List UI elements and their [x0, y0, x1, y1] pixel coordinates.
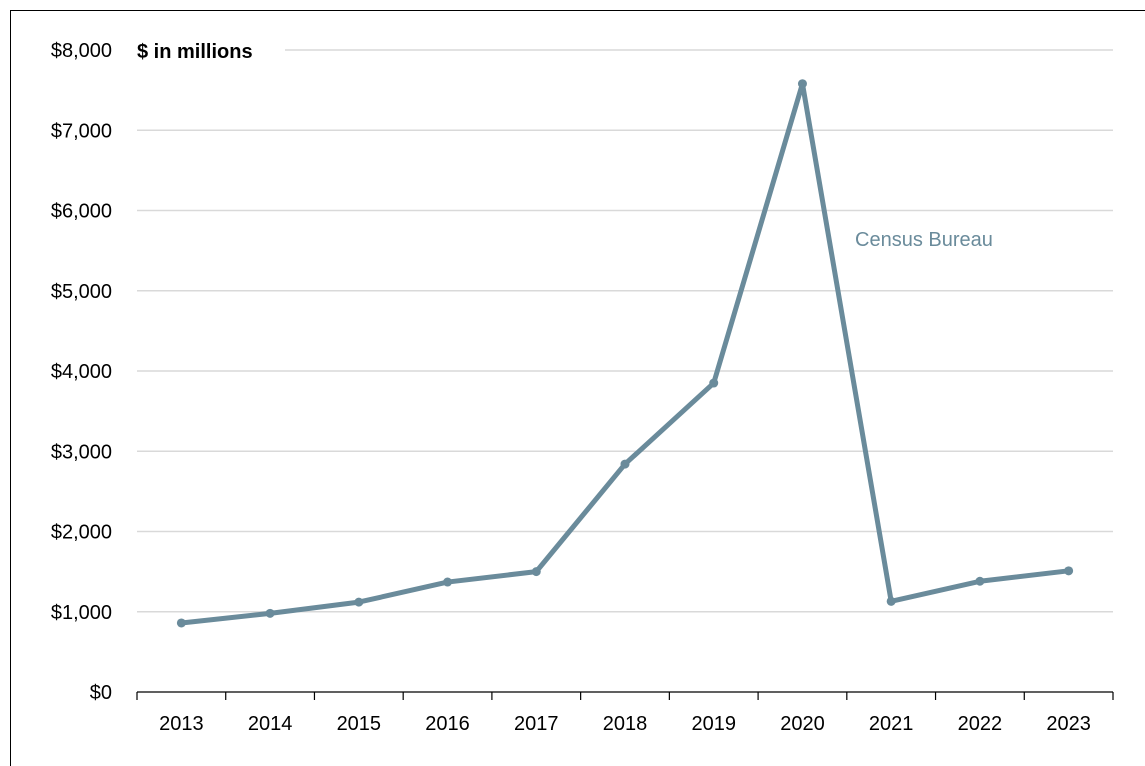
data-point — [443, 577, 453, 587]
unit-label: $ in millions — [137, 41, 253, 63]
y-tick-label: $1,000 — [51, 602, 112, 624]
series-line — [178, 81, 1072, 626]
data-point — [531, 567, 541, 577]
x-tick-label: 2023 — [1046, 713, 1091, 735]
y-tick-label: $7,000 — [51, 120, 112, 142]
y-tick-label: $6,000 — [51, 201, 112, 223]
x-tick-label: 2014 — [248, 713, 293, 735]
data-point — [354, 597, 364, 607]
gridlines — [137, 49, 1113, 613]
x-tick-label: 2022 — [958, 713, 1003, 735]
y-axis-labels: $0 $1,000 $2,000 $3,000 $4,000 $5,000 $6,000 $7… — [51, 40, 112, 704]
data-point — [886, 596, 896, 606]
data-point — [265, 608, 275, 618]
y-tick-label: $4,000 — [51, 361, 112, 383]
x-tick-label: 2020 — [780, 713, 825, 735]
x-tick-label: 2013 — [159, 713, 204, 735]
x-tick-label: 2015 — [337, 713, 382, 735]
y-tick-label: $3,000 — [51, 441, 112, 463]
x-tick-label: 2017 — [514, 713, 559, 735]
data-point — [1064, 566, 1074, 576]
data-point — [620, 459, 630, 469]
data-point — [709, 378, 719, 388]
chart-frame — [10, 10, 1145, 766]
y-tick-label: $8,000 — [51, 40, 112, 62]
data-point — [797, 79, 807, 89]
y-tick-label: $0 — [90, 682, 112, 704]
y-tick-label: $2,000 — [51, 522, 112, 544]
y-tick-label: $5,000 — [51, 281, 112, 303]
data-point — [176, 618, 186, 628]
x-tick-label: 2016 — [425, 713, 470, 735]
x-tick-label: 2018 — [603, 713, 648, 735]
x-axis — [136, 691, 1114, 700]
x-tick-label: 2019 — [691, 713, 736, 735]
series-census-bureau — [176, 79, 1074, 628]
x-axis-labels: 2013 2014 2015 2016 2017 2018 2019 2020 2021 2022… — [159, 713, 1091, 735]
data-point — [975, 576, 985, 586]
x-tick-label: 2021 — [869, 713, 914, 735]
series-label-census-bureau: Census Bureau — [855, 229, 993, 251]
